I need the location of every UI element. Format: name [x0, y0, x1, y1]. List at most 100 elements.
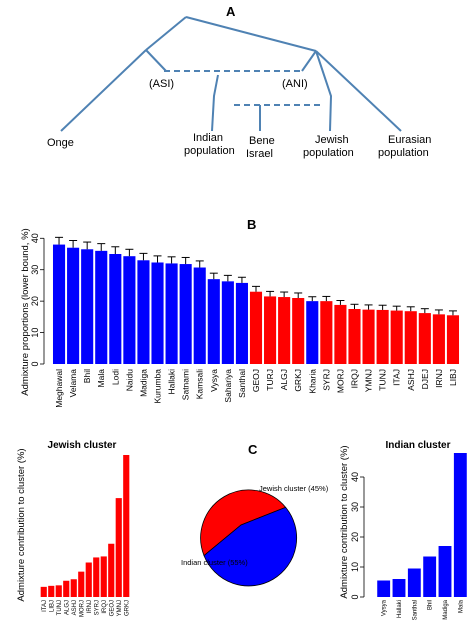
panel-b-category-label: GEOJ [251, 369, 261, 392]
tree-branch-root-right [185, 16, 317, 52]
panel-b-bar [81, 249, 94, 364]
jewish-cluster-bar [85, 562, 92, 597]
panel-b-category-label: GRKJ [293, 369, 303, 392]
panel-b-y-tick-label: 30 [30, 265, 40, 275]
panel-b-bar [320, 301, 333, 364]
panel-b-bar [334, 304, 347, 364]
jewish-cluster-category-label: GEOJ [109, 600, 115, 616]
pie-slice-jewish [200, 489, 287, 557]
panel-b-bar [221, 281, 234, 364]
jewish-cluster-bar [48, 585, 55, 597]
jewish-cluster-category-label: ASHJ [72, 600, 78, 615]
panel-b-bar [137, 260, 150, 364]
jewish-cluster-bar [115, 498, 122, 597]
panel-b-bar [306, 301, 319, 364]
panel-b-bar [193, 267, 206, 364]
tree-branch-jewish [315, 50, 333, 132]
tree-branch-eurasian [315, 50, 402, 132]
panel-c-right-indian-cluster: Indian cluster Admixture contribution to… [339, 440, 467, 620]
jewish-cluster-category-label: ITAJ [42, 600, 48, 612]
indian-cluster-bar [438, 546, 452, 597]
label-bene-line1: Bene [249, 135, 275, 147]
indian-cluster-bar [407, 568, 421, 597]
jewish-cluster-category-label: ALGJ [64, 600, 70, 615]
panel-b-bar-chart: B Admixture proportions (lower bound, %)… [20, 217, 460, 408]
jewish-cluster-category-label: IRNJ [87, 600, 93, 613]
panel-c-pie-chart: C Jewish cluster (45%) Indian cluster (5… [181, 442, 329, 587]
tree-branch-root-left [145, 16, 187, 51]
indian-cluster-category-label: Madiga [443, 599, 449, 619]
panel-b-bar [376, 309, 389, 364]
indian-cluster-bar [453, 453, 467, 597]
panel-b-category-label: Kharia [307, 369, 317, 394]
jewish-cluster-bar [63, 580, 70, 597]
jewish-cluster-category-label: TUNJ [57, 600, 63, 615]
panel-b-letter: B [247, 217, 256, 232]
panel-b-category-label: Santhal [237, 369, 247, 398]
panel-b-category-label: Bhil [82, 369, 92, 383]
label-ani: (ANI) [282, 78, 308, 90]
indian-cluster-bar [392, 579, 406, 597]
panel-b-bar [95, 250, 108, 364]
panel-b-category-label: ASHJ [406, 369, 416, 391]
panel-b-bar [67, 247, 80, 364]
tree-branch-asi [145, 49, 167, 72]
indian-cluster-y-axis-label: Admixture contribution to cluster (%) [339, 445, 350, 598]
panel-b-bar [390, 310, 403, 364]
panel-b-bar [52, 244, 66, 364]
jewish-cluster-y-axis-label: Admixture contribution to cluster (%) [16, 448, 27, 601]
panel-b-category-label: Kamsali [195, 369, 205, 399]
jewish-cluster-bar [93, 557, 100, 597]
panel-b-bar [109, 254, 122, 364]
panel-b-bar [165, 263, 178, 364]
indian-cluster-y-tick-label: 20 [350, 532, 360, 542]
jewish-cluster-category-label: IRQJ [102, 600, 108, 614]
jewish-cluster-bar [123, 455, 130, 597]
panel-b-bar [264, 296, 277, 364]
panel-b-category-label: YMNJ [364, 369, 374, 392]
jewish-cluster-category-label: GRKJ [124, 600, 130, 616]
panel-b-category-label: Lodi [110, 369, 120, 385]
panel-b-bar [292, 298, 305, 364]
panel-b-y-tick-label: 0 [30, 361, 40, 366]
panel-b-category-label: Hallaki [167, 369, 177, 395]
panel-b-category-label: Meghawal [54, 369, 64, 408]
tree-branch-ani [301, 50, 317, 72]
indian-cluster-category-label: Hallaki [397, 600, 403, 618]
indian-cluster-y-tick-label: 10 [350, 562, 360, 572]
jewish-cluster-title: Jewish cluster [48, 440, 117, 451]
panel-b-bar [179, 264, 192, 364]
jewish-cluster-bar [40, 586, 47, 597]
indian-cluster-y-tick-label: 40 [350, 472, 360, 482]
label-asi: (ASI) [149, 78, 174, 90]
panel-b-category-label: IRNJ [434, 369, 444, 388]
tree-branch-indian [211, 74, 219, 132]
jewish-cluster-bar [108, 543, 115, 597]
indian-cluster-y-tick-label: 30 [350, 502, 360, 512]
panel-b-category-label: MORJ [335, 369, 345, 393]
panel-b-y-tick-label: 40 [30, 233, 40, 243]
panel-b-category-label: ITAJ [392, 369, 402, 386]
panel-b-category-label: Vysya [209, 369, 219, 392]
jewish-cluster-bar [100, 556, 107, 597]
indian-cluster-category-label: Santhal [412, 600, 418, 620]
label-jewish-line2: population [303, 147, 354, 159]
label-onge: Onge [47, 137, 74, 149]
panel-b-category-label: Madiga [138, 369, 148, 397]
panel-b-y-tick-label: 20 [30, 296, 40, 306]
panel-b-bar [432, 314, 445, 364]
indian-cluster-bar [423, 556, 437, 597]
panel-c-left-jewish-cluster: Jewish cluster Admixture contribution to… [16, 440, 130, 617]
pie-label-jewish: Jewish cluster (45%) [259, 484, 329, 493]
panel-b-bar [348, 309, 361, 364]
indian-cluster-marks: 0 10 20 30 40 Vysya Hallaki Santhal Bhil Madiga Ma… [350, 453, 467, 620]
panel-b-bar [235, 282, 248, 364]
label-jewish-line1: Jewish [315, 134, 349, 146]
panel-b-category-label: Velama [68, 369, 78, 398]
panel-b-category-label: ALGJ [279, 369, 289, 390]
label-indian-line1: Indian [193, 132, 223, 144]
panel-b-y-tick-label: 10 [30, 328, 40, 338]
label-bene-line2: Israel [246, 148, 273, 160]
panel-a-tree: A Onge (ASI) (ANI) Indian population Ben… [47, 4, 431, 160]
panel-b-bar [362, 309, 375, 364]
